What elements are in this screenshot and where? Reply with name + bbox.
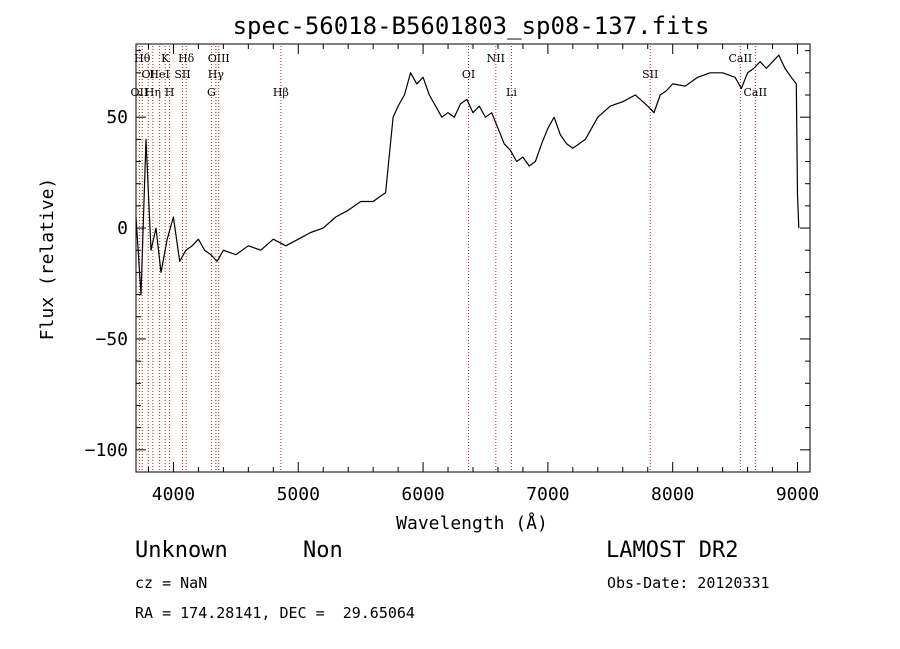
- spectral-line-label: NII: [487, 52, 505, 65]
- spectral-line-label: HeI: [149, 68, 169, 81]
- y-axis-label: Flux (relative): [37, 178, 58, 341]
- spectral-line-label: OI: [462, 68, 475, 81]
- x-tick-label: 7000: [526, 484, 569, 505]
- plot-frame: [135, 43, 811, 473]
- spectral-line-label: CaII: [729, 52, 753, 65]
- x-axis-label: Wavelength (Å): [396, 512, 548, 534]
- spectral-line-label: Hθ: [134, 52, 151, 65]
- spectrum-line: [135, 54, 800, 296]
- spectral-line-label: SII: [174, 68, 190, 81]
- y-tick-label: −50: [95, 329, 128, 350]
- spectral-line-label: H: [165, 86, 175, 99]
- spectral-line-label: G: [207, 86, 216, 99]
- y-tick-label: −100: [85, 440, 128, 461]
- spectral-line-label: OI: [142, 68, 155, 81]
- spectrum-series: [135, 54, 800, 296]
- coordinates-label: RA = 174.28141, DEC = 29.65064: [135, 604, 415, 622]
- spectral-line-label: OIII: [208, 52, 230, 65]
- spectral-line-label: Li: [506, 86, 517, 99]
- spectral-line-label: Hη: [145, 86, 161, 99]
- y-tick-label: 50: [106, 107, 128, 128]
- spectral-line-label: Hγ: [208, 68, 225, 81]
- x-tick-label: 8000: [651, 484, 694, 505]
- x-tick-label: 4000: [152, 484, 195, 505]
- x-tick-label: 5000: [277, 484, 320, 505]
- y-tick-label: 0: [117, 218, 128, 239]
- spectral-line-markers: OII Hθ OI Hη HeI K H SII Hδ G Hγ OIII Hβ OI NII Li SII Ca…: [131, 46, 767, 472]
- redshift-label: cz = NaN: [135, 574, 208, 592]
- spectral-line-label: OII: [131, 86, 149, 99]
- x-tick-label: 6000: [401, 484, 444, 505]
- spectral-line-label: Hδ: [178, 52, 195, 65]
- x-tick-label: 9000: [776, 484, 819, 505]
- obs-date-label: Obs-Date: 20120331: [607, 574, 770, 592]
- survey-label: LAMOST DR2: [606, 538, 739, 563]
- subclass-label: Non: [303, 538, 343, 563]
- spectral-line-label: Hβ: [273, 86, 289, 99]
- spectral-line-label: CaII: [743, 86, 767, 99]
- spectral-line-label: K: [161, 52, 170, 65]
- spectral-line-label: SII: [642, 68, 658, 81]
- axes: 4000 5000 6000 7000 8000 9000 −100 −50 0 50: [85, 43, 819, 505]
- chart-title: spec-56018-B5601803_sp08-137.fits: [233, 12, 710, 40]
- class-label: Unknown: [135, 538, 228, 563]
